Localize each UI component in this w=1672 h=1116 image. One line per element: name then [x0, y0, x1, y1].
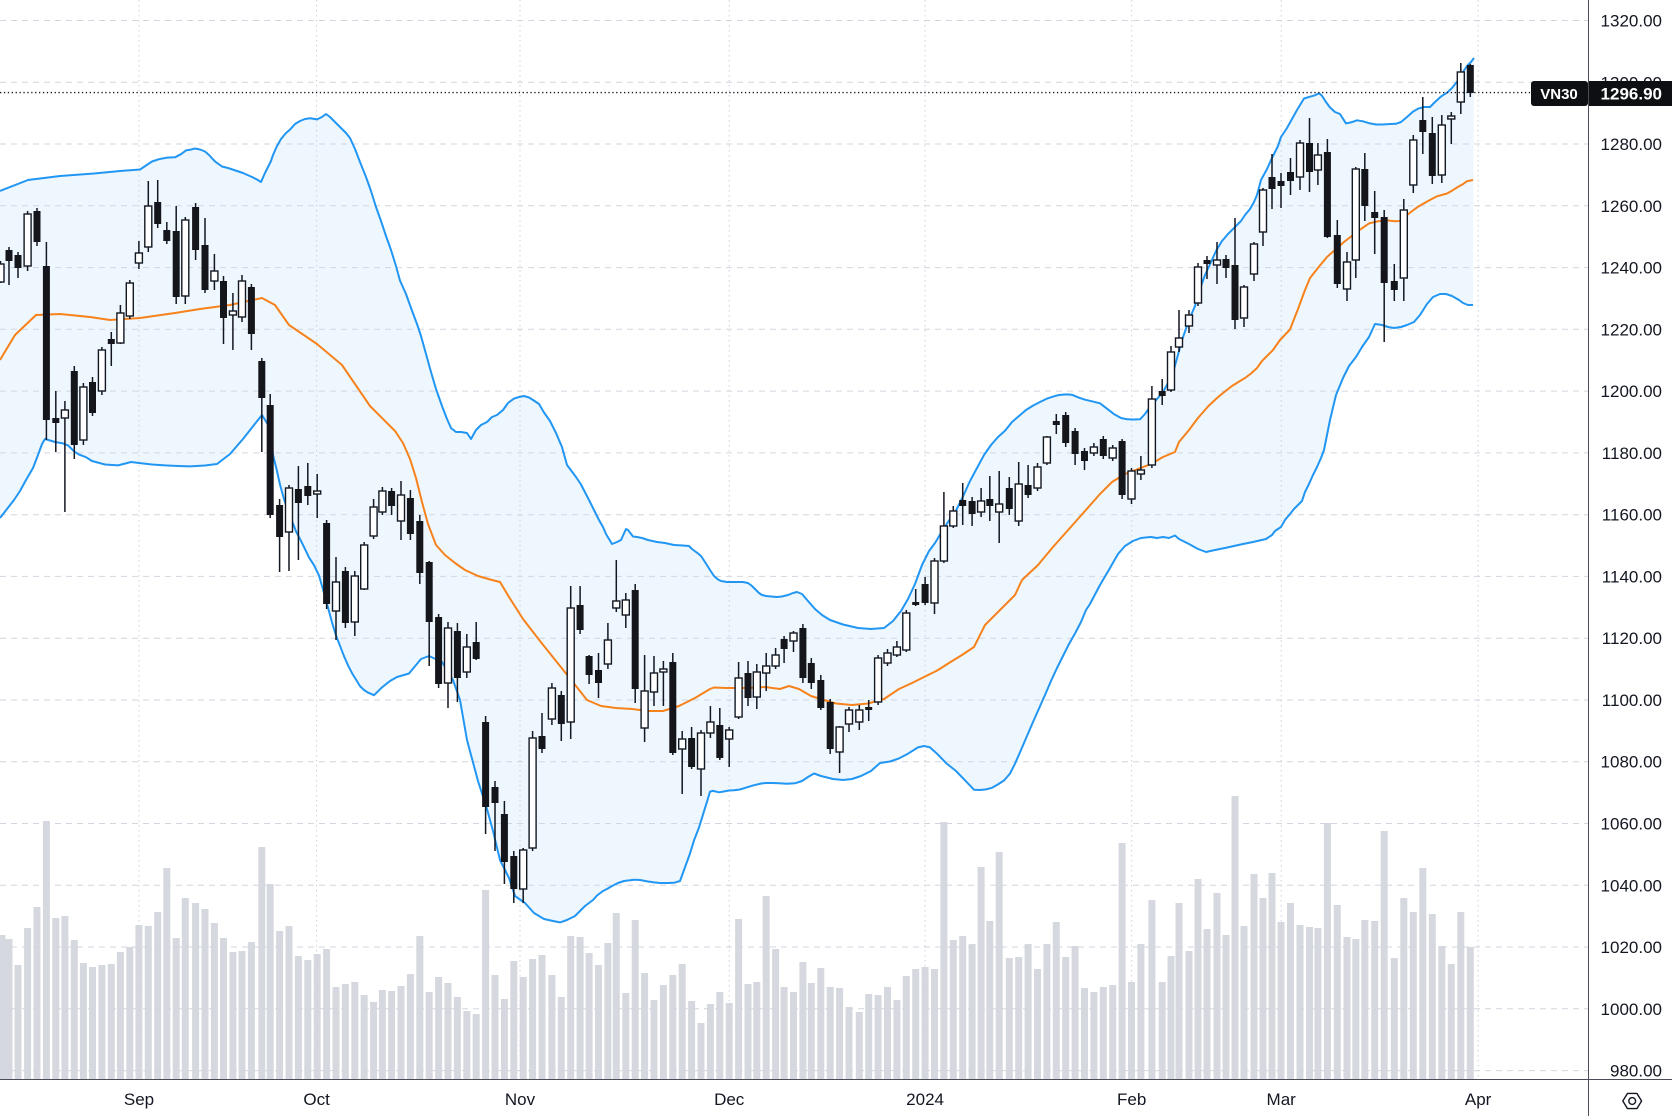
svg-text:1020.00: 1020.00 — [1601, 938, 1662, 957]
svg-text:2024: 2024 — [906, 1090, 944, 1109]
svg-text:Mar: Mar — [1267, 1090, 1297, 1109]
svg-text:1060.00: 1060.00 — [1601, 815, 1662, 834]
svg-text:1100.00: 1100.00 — [1602, 691, 1662, 710]
svg-text:Sep: Sep — [124, 1090, 154, 1109]
svg-text:1240.00: 1240.00 — [1601, 259, 1662, 278]
svg-text:1040.00: 1040.00 — [1601, 876, 1662, 895]
svg-text:1080.00: 1080.00 — [1601, 753, 1662, 772]
svg-text:Feb: Feb — [1117, 1090, 1146, 1109]
svg-text:1120.00: 1120.00 — [1602, 629, 1662, 648]
svg-text:1140.00: 1140.00 — [1602, 567, 1662, 586]
svg-text:Dec: Dec — [714, 1090, 745, 1109]
svg-text:1200.00: 1200.00 — [1601, 382, 1662, 401]
svg-text:1160.00: 1160.00 — [1602, 506, 1662, 525]
svg-text:1260.00: 1260.00 — [1601, 197, 1662, 216]
svg-text:1280.00: 1280.00 — [1601, 135, 1662, 154]
svg-text:Apr: Apr — [1465, 1090, 1492, 1109]
svg-text:1320.00: 1320.00 — [1601, 12, 1662, 31]
svg-text:1000.00: 1000.00 — [1601, 1000, 1662, 1019]
svg-text:Nov: Nov — [505, 1090, 536, 1109]
svg-text:1180.00: 1180.00 — [1602, 444, 1662, 463]
svg-text:Oct: Oct — [303, 1090, 330, 1109]
svg-text:1296.90: 1296.90 — [1601, 85, 1662, 104]
svg-text:1220.00: 1220.00 — [1601, 320, 1662, 339]
svg-text:VN30: VN30 — [1540, 86, 1578, 103]
svg-text:980.00: 980.00 — [1610, 1062, 1662, 1081]
